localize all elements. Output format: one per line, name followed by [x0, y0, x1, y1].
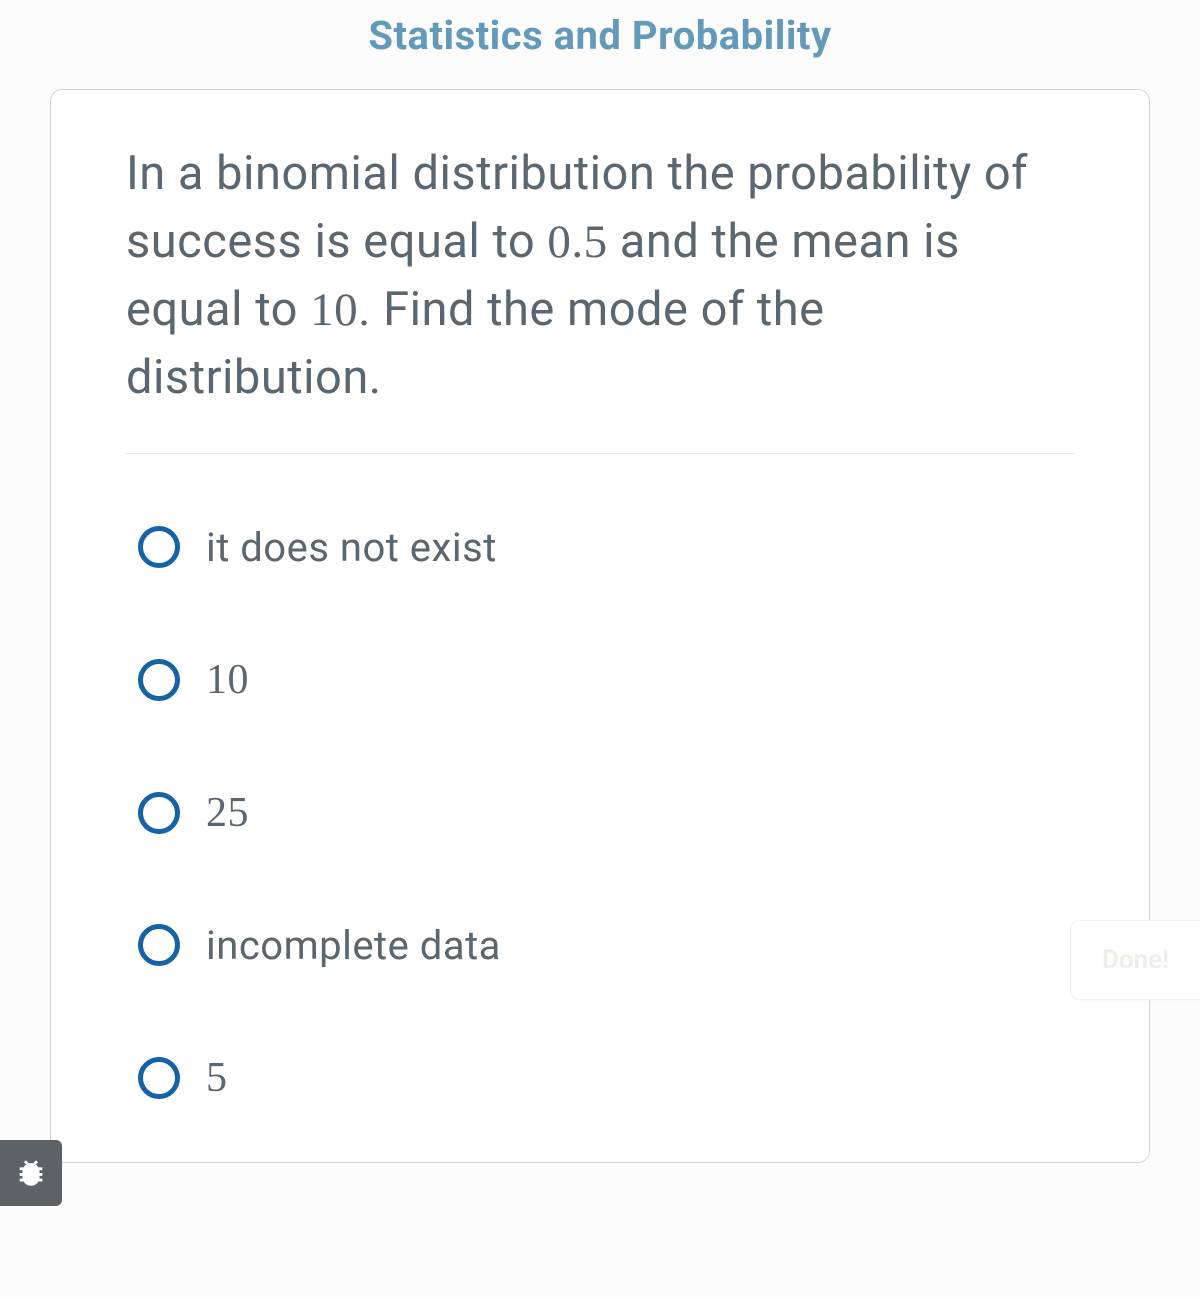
option-1[interactable]: it does not exist	[138, 524, 1074, 571]
radio-icon	[138, 659, 180, 701]
option-label: 10	[206, 656, 249, 704]
bug-icon	[14, 1156, 48, 1190]
option-label: incomplete data	[206, 922, 501, 969]
option-2[interactable]: 10	[138, 656, 1074, 704]
option-3[interactable]: 25	[138, 789, 1074, 837]
option-label: 5	[206, 1054, 228, 1102]
page-title: Statistics and Probability	[0, 0, 1200, 89]
radio-icon	[138, 1057, 180, 1099]
options-list: it does not exist 10 25 incomplete data …	[126, 524, 1074, 1102]
question-value-1: 0.5	[547, 216, 607, 268]
radio-icon	[138, 924, 180, 966]
question-text: In a binomial distribution the probabili…	[126, 140, 1074, 454]
question-card: In a binomial distribution the probabili…	[50, 89, 1150, 1163]
option-label: it does not exist	[206, 524, 497, 571]
radio-icon	[138, 792, 180, 834]
done-label: Done!	[1102, 945, 1169, 975]
bug-report-button[interactable]	[0, 1140, 62, 1206]
question-value-2: 10	[310, 284, 358, 336]
option-label: 25	[206, 789, 249, 837]
option-5[interactable]: 5	[138, 1054, 1074, 1102]
done-button[interactable]: Done!	[1070, 920, 1200, 1000]
option-4[interactable]: incomplete data	[138, 922, 1074, 969]
radio-icon	[138, 526, 180, 568]
